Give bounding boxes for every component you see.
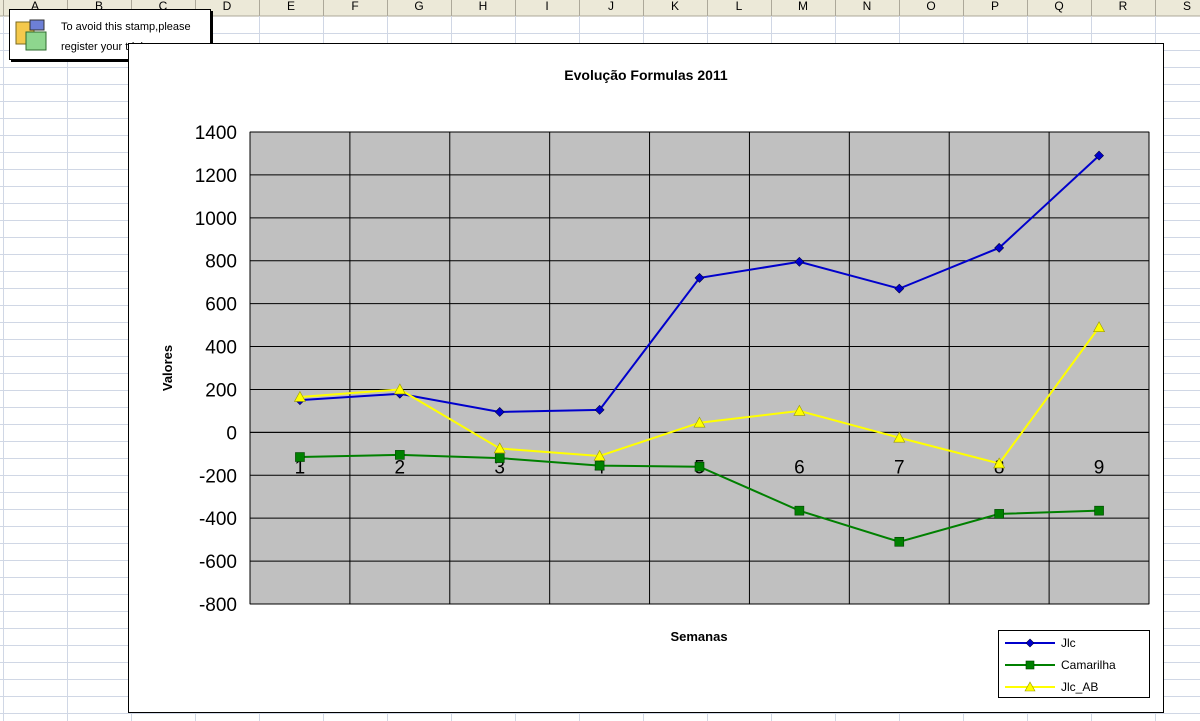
y-tick-label: -800: [199, 595, 237, 616]
y-tick-label: -200: [199, 466, 237, 487]
y-tick-label: -600: [199, 552, 237, 573]
marker-diamond: [1094, 150, 1104, 161]
column-header-c[interactable]: C: [159, 0, 168, 13]
column-header-m[interactable]: M: [798, 0, 808, 13]
marker-square: [395, 450, 405, 460]
marker-triangle: [293, 390, 306, 402]
marker-triangle: [693, 416, 706, 428]
x-axis-title: Semanas: [670, 629, 727, 644]
column-header-n[interactable]: N: [863, 0, 872, 13]
marker-square: [794, 505, 805, 516]
chart-legend[interactable]: Jlc Camarilha Jlc_AB: [998, 630, 1150, 698]
marker-triangle: [393, 383, 406, 395]
marker-square: [494, 453, 505, 463]
marker-diamond: [894, 283, 905, 294]
marker-triangle: [1093, 321, 1106, 333]
x-tick-label: 1: [295, 457, 306, 478]
column-header-g[interactable]: G: [414, 0, 423, 13]
marker-triangle: [993, 457, 1006, 469]
marker-diamond: [594, 404, 605, 415]
marker-diamond: [1025, 638, 1035, 648]
y-tick-label: 1000: [195, 209, 237, 230]
y-tick-label: 200: [205, 380, 237, 401]
y-tick-label: 1200: [195, 166, 237, 187]
marker-diamond: [994, 242, 1005, 253]
column-header-p[interactable]: P: [991, 0, 999, 13]
column-header-e[interactable]: E: [287, 0, 295, 13]
y-tick-label: 800: [205, 252, 237, 273]
marker-diamond: [694, 272, 705, 283]
plot-area: [249, 131, 1150, 605]
column-header-b[interactable]: B: [95, 0, 103, 13]
column-header-q[interactable]: Q: [1054, 0, 1063, 13]
column-header-i[interactable]: I: [545, 0, 548, 13]
stamp-icon: [15, 19, 47, 51]
y-tick-label: 1400: [195, 123, 237, 144]
marker-square: [694, 461, 705, 472]
column-header-r[interactable]: R: [1119, 0, 1128, 13]
marker-diamond: [494, 407, 505, 417]
y-tick-label: 0: [226, 423, 237, 444]
marker-diamond: [794, 256, 805, 267]
y-axis-title: Valores: [160, 345, 175, 391]
series-camarilha: [295, 450, 1104, 547]
column-header-l[interactable]: L: [736, 0, 743, 13]
legend-swatch: [1005, 681, 1055, 692]
column-header-a[interactable]: A: [31, 0, 39, 13]
chart-title: Evolução Formulas 2011: [564, 67, 728, 83]
legend-item-jlc-ab[interactable]: Jlc_AB: [999, 677, 1149, 697]
marker-triangle: [893, 431, 906, 443]
marker-triangle: [593, 449, 606, 461]
column-header-f[interactable]: F: [351, 0, 358, 13]
series-jlc-ab: [293, 321, 1106, 469]
legend-label: Camarilha: [1061, 658, 1116, 672]
legend-swatch: [1005, 638, 1055, 648]
legend-swatch: [1005, 660, 1055, 670]
y-tick-label: 400: [205, 338, 237, 359]
marker-square: [894, 536, 905, 547]
legend-item-camarilha[interactable]: Camarilha: [999, 655, 1149, 675]
x-tick-label: 7: [894, 457, 905, 478]
marker-square: [994, 509, 1004, 519]
x-tick-label: 6: [794, 457, 805, 478]
column-header-d[interactable]: D: [223, 0, 232, 13]
marker-square: [1025, 660, 1035, 670]
marker-square: [295, 452, 305, 462]
y-tick-label: -400: [199, 509, 237, 530]
column-header-j[interactable]: J: [608, 0, 614, 13]
marker-triangle: [793, 404, 806, 416]
y-tick-label: 600: [205, 295, 237, 316]
column-header-h[interactable]: H: [479, 0, 488, 13]
marker-triangle: [1024, 681, 1036, 692]
marker-square: [594, 460, 605, 471]
x-tick-label: 3: [494, 457, 505, 478]
column-header-k[interactable]: K: [671, 0, 679, 13]
legend-item-jlc[interactable]: Jlc: [999, 633, 1149, 653]
x-tick-label: 9: [1094, 457, 1105, 478]
legend-label: Jlc: [1061, 636, 1076, 650]
marker-triangle: [493, 442, 506, 454]
column-header-s[interactable]: S: [1183, 0, 1191, 13]
marker-square: [1094, 505, 1104, 516]
x-tick-label: 2: [395, 457, 406, 478]
stamp-text-line1: To avoid this stamp,please: [61, 21, 191, 33]
legend-label: Jlc_AB: [1061, 680, 1099, 694]
column-header-o[interactable]: O: [926, 0, 935, 13]
